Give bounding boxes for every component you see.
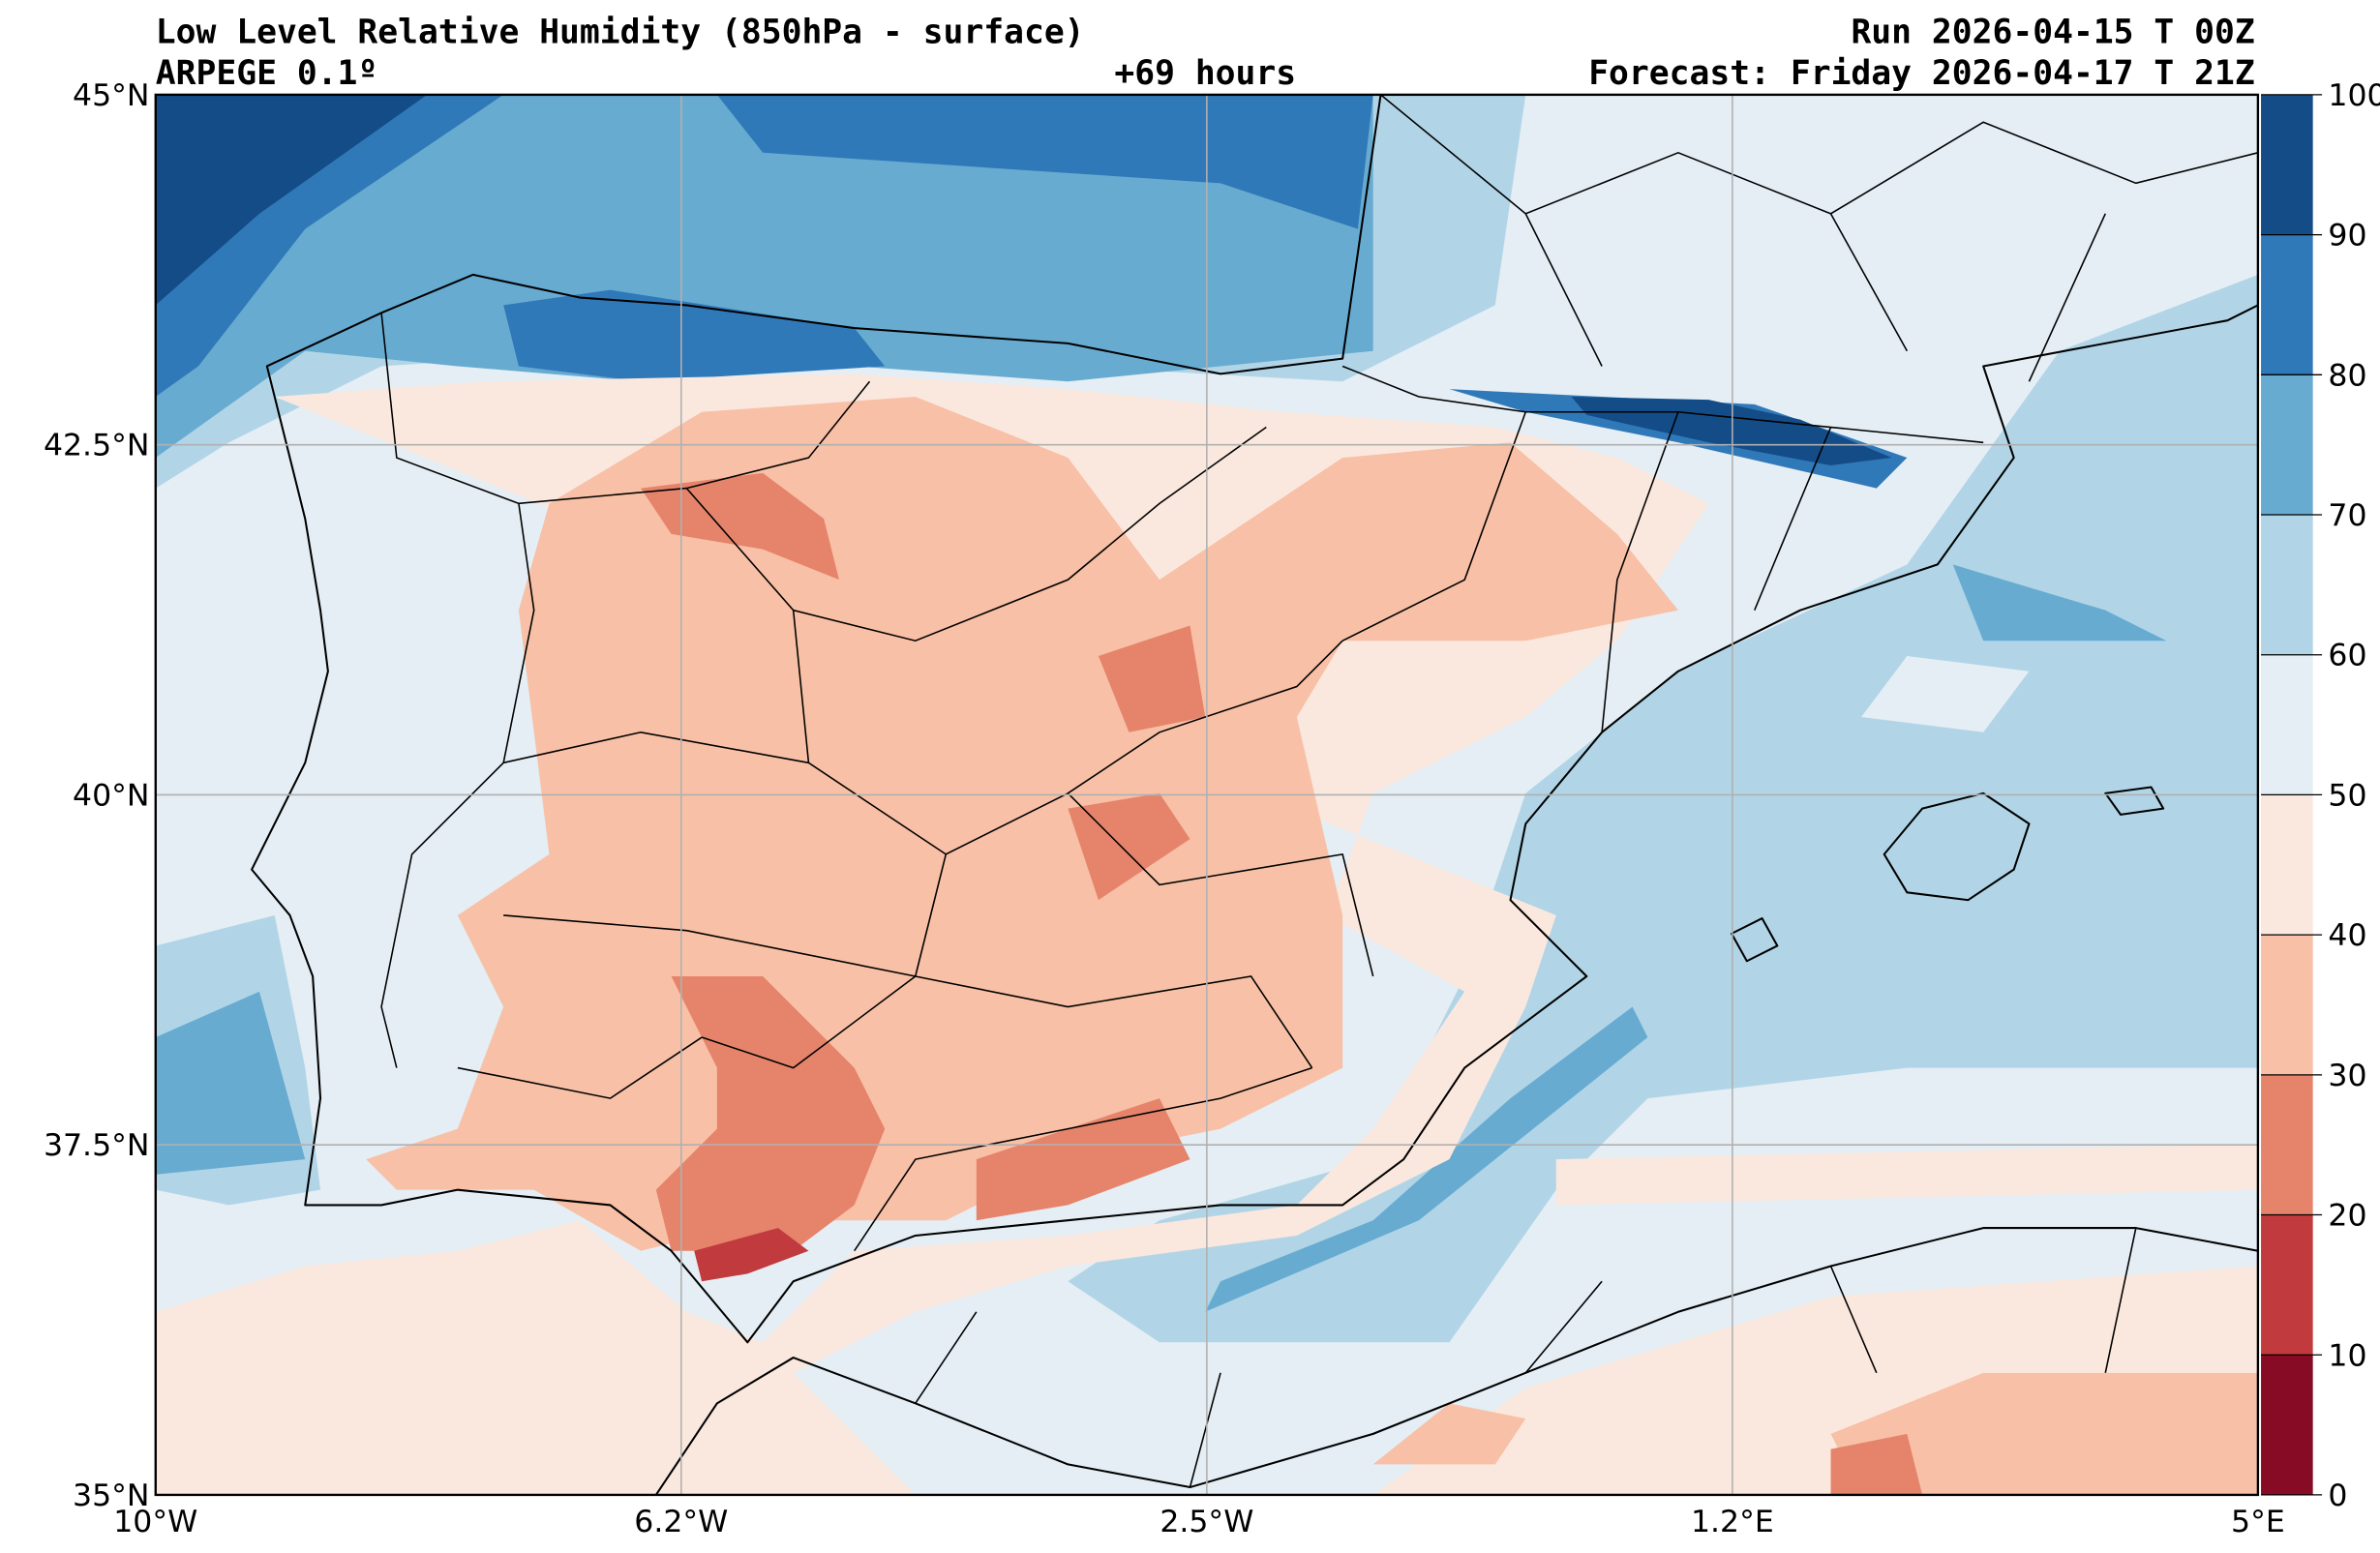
lon-tick-label: 1.2°E — [1691, 1505, 1774, 1539]
colorbar-segment — [2261, 1214, 2313, 1356]
lead-time-label: +69 hours — [1114, 54, 1296, 93]
ibiza-coastline — [1731, 917, 1779, 963]
map-frame — [154, 93, 2260, 1497]
chart-title: Low Level Relative Humidity (850hPa - su… — [156, 13, 1085, 51]
lat-tick-label: 45°N — [73, 78, 149, 113]
mallorca-coastline — [1883, 791, 2031, 902]
colorbar-segment — [2261, 234, 2313, 375]
colorbar-tick-label: 80 — [2328, 358, 2366, 393]
lon-tick-label: 10°W — [113, 1505, 197, 1539]
colorbar-segment — [2261, 374, 2313, 516]
colorbar-segment — [2261, 794, 2313, 936]
colorbar-tick-label: 90 — [2328, 219, 2366, 254]
colorbar-tick-label: 60 — [2328, 639, 2366, 673]
colorbar: 0 10 20 30 40 50 60 70 80 90 100 — [2261, 78, 2380, 1513]
lat-tick-label: 42.5°N — [44, 429, 150, 463]
colorbar-segment — [2261, 935, 2313, 1075]
field-70-80-atlantic — [155, 94, 1373, 1175]
colorbar-segment — [2261, 654, 2313, 795]
forecast-label: Forecast: Friday 2026-04-17 T 21Z — [1588, 54, 2255, 93]
lat-tick-label: 40°N — [73, 778, 149, 813]
colorbar-tick-label: 30 — [2328, 1059, 2366, 1093]
run-label: Run 2026-04-15 T 00Z — [1851, 13, 2254, 51]
colorbar-tick-label: 40 — [2328, 918, 2366, 953]
field-10-20 — [694, 1228, 809, 1282]
province-borders — [380, 94, 2258, 1488]
colorbar-segment — [2261, 1355, 2313, 1495]
field-90-100 — [155, 94, 1892, 465]
menorca-coastline — [2104, 786, 2165, 816]
colorbar-segment — [2261, 94, 2313, 235]
model-label: ARPEGE 0.1º — [156, 54, 378, 93]
africa-coastline — [654, 1227, 2258, 1495]
lat-tick-label: 37.5°N — [44, 1128, 150, 1163]
colorbar-tick-label: 100 — [2328, 78, 2380, 113]
colorbar-segment — [2261, 1074, 2313, 1215]
field-60-70-atlantic — [155, 94, 1526, 1206]
colorbar-tick-label: 0 — [2328, 1478, 2347, 1513]
lon-tick-label: 6.2°W — [634, 1505, 728, 1539]
colorbar-tick-label: 20 — [2328, 1199, 2366, 1234]
colorbar-tick-label: 50 — [2328, 778, 2366, 813]
lon-tick-label: 2.5°W — [1160, 1505, 1253, 1539]
colorbar-segment — [2261, 515, 2313, 655]
lon-tick-label: 5°E — [2231, 1505, 2285, 1539]
field-30-40-iberia — [366, 397, 2258, 1495]
colorbar-tick-label: 70 — [2328, 498, 2366, 533]
lat-tick-label: 35°N — [73, 1478, 149, 1513]
field-70-80-mediterranean — [1205, 564, 2167, 1312]
colorbar-tick-label: 10 — [2328, 1338, 2366, 1373]
field-60-70-mediterranean — [1068, 274, 2258, 1343]
map-area: 10°W 6.2°W 2.5°W 1.2°E 5°E 35°N 37.5°N 40°N 42.5… — [44, 78, 2285, 1539]
axis-ticks: 10°W 6.2°W 2.5°W 1.2°E 5°E 35°N 37.5°N 40°N 42.5… — [44, 78, 2285, 1539]
